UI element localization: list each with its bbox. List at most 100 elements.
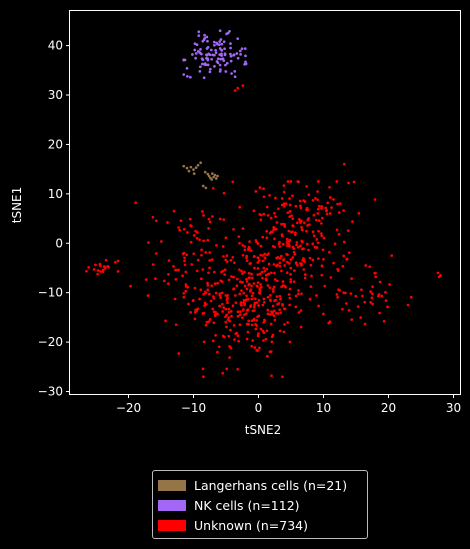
- unknown-point-143: [266, 295, 270, 299]
- unknown-point-619: [103, 265, 107, 269]
- x-axis-label: tSNE2: [245, 423, 282, 437]
- unknown-point-574: [384, 291, 387, 294]
- unknown-point-675: [177, 226, 181, 229]
- unknown-point-158: [243, 302, 247, 306]
- unknown-point-538: [261, 235, 265, 239]
- unknown-point-470: [306, 224, 309, 227]
- unknown-point-551: [286, 180, 290, 183]
- unknown-point-599: [409, 295, 413, 299]
- unknown-point-240: [174, 323, 178, 327]
- unknown-point-615: [116, 270, 120, 273]
- nk-cells-point-813: [243, 47, 247, 50]
- unknown-point-107: [273, 271, 276, 275]
- unknown-point-318: [207, 320, 211, 323]
- unknown-point-402: [299, 244, 302, 248]
- unknown-point-541: [316, 207, 320, 211]
- nk-cells-point-793: [197, 34, 201, 37]
- unknown-point-701: [211, 186, 215, 190]
- nk-cells-point-744: [218, 40, 222, 43]
- unknown-point-658: [185, 253, 188, 257]
- unknown-point-461: [259, 213, 263, 217]
- unknown-point-179: [202, 375, 205, 379]
- unknown-point-311: [247, 323, 251, 326]
- unknown-point-289: [173, 297, 177, 301]
- unknown-point-11: [262, 297, 266, 301]
- unknown-point-180: [288, 340, 292, 344]
- unknown-point-266: [266, 284, 270, 287]
- y-tick-label: −20: [38, 335, 63, 349]
- nk-cells-point-827: [199, 48, 202, 51]
- unknown-point-275: [198, 297, 201, 301]
- nk-cells-point-803: [239, 53, 242, 56]
- unknown-point-145: [214, 333, 217, 337]
- unknown-point-611: [96, 269, 100, 272]
- unknown-point-136: [245, 294, 248, 298]
- unknown-point-554: [280, 222, 283, 226]
- unknown-point-562: [371, 285, 374, 289]
- unknown-point-517: [306, 218, 310, 222]
- unknown-point-201: [269, 322, 273, 326]
- unknown-point-722: [233, 89, 237, 92]
- unknown-point-202: [224, 294, 228, 297]
- unknown-point-385: [317, 229, 320, 233]
- unknown-point-704: [262, 212, 266, 216]
- unknown-point-634: [144, 278, 148, 281]
- unknown-point-576: [377, 293, 381, 296]
- unknown-point-193: [223, 335, 226, 339]
- unknown-point-199: [245, 256, 248, 260]
- unknown-point-360: [320, 216, 324, 220]
- unknown-point-253: [296, 292, 300, 296]
- unknown-point-222: [276, 312, 280, 315]
- unknown-point-655: [155, 219, 158, 223]
- unknown-point-329: [248, 290, 252, 293]
- unknown-point-617: [87, 266, 90, 269]
- unknown-point-216: [204, 291, 208, 295]
- nk-cells-point-796: [195, 43, 199, 47]
- unknown-point-167: [249, 305, 252, 309]
- unknown-point-127: [289, 258, 293, 261]
- legend-item-langerhans: Langerhans cells (n=21): [158, 475, 362, 495]
- unknown-point-357: [262, 195, 266, 199]
- nk-cells-point-786: [196, 50, 200, 53]
- unknown-point-273: [238, 292, 242, 296]
- nk-cells-point-783: [199, 52, 203, 55]
- points-layer: [85, 29, 442, 379]
- unknown-point-303: [256, 285, 259, 288]
- unknown-point-326: [221, 245, 225, 248]
- x-tick-label: 0: [255, 401, 263, 415]
- nk-cells-point-842: [229, 42, 232, 45]
- unknown-point-577: [342, 291, 346, 295]
- unknown-point-476: [305, 229, 308, 233]
- unknown-point-361: [288, 210, 292, 213]
- nk-cells-point-795: [202, 76, 206, 80]
- nk-cells-point-787: [219, 38, 223, 41]
- unknown-point-660: [183, 256, 186, 260]
- unknown-point-56: [229, 310, 233, 313]
- unknown-point-14: [230, 275, 233, 278]
- unknown-point-254: [317, 304, 320, 308]
- unknown-point-198: [227, 311, 231, 314]
- unknown-point-409: [315, 238, 319, 241]
- unknown-point-338: [291, 217, 295, 221]
- unknown-point-374: [320, 205, 324, 208]
- unknown-point-410: [289, 266, 293, 270]
- unknown-point-699: [229, 259, 233, 262]
- unknown-point-321: [270, 310, 273, 313]
- unknown-point-452: [273, 278, 277, 281]
- unknown-point-244: [195, 269, 199, 273]
- y-axis-label: tSNE1: [10, 187, 24, 224]
- unknown-point-157: [273, 318, 277, 322]
- unknown-point-649: [188, 217, 192, 221]
- unknown-point-526: [296, 264, 299, 267]
- x-tick-label: 10: [316, 401, 331, 415]
- unknown-point-731: [390, 254, 394, 257]
- unknown-point-320: [218, 304, 221, 308]
- unknown-point-455: [288, 238, 292, 242]
- nk-cells-point-832: [206, 63, 210, 67]
- unknown-point-483: [283, 225, 287, 228]
- unknown-point-204: [224, 320, 228, 324]
- unknown-point-163: [278, 256, 282, 260]
- unknown-point-36: [204, 323, 208, 327]
- unknown-point-536: [255, 240, 258, 244]
- unknown-point-586: [335, 293, 339, 296]
